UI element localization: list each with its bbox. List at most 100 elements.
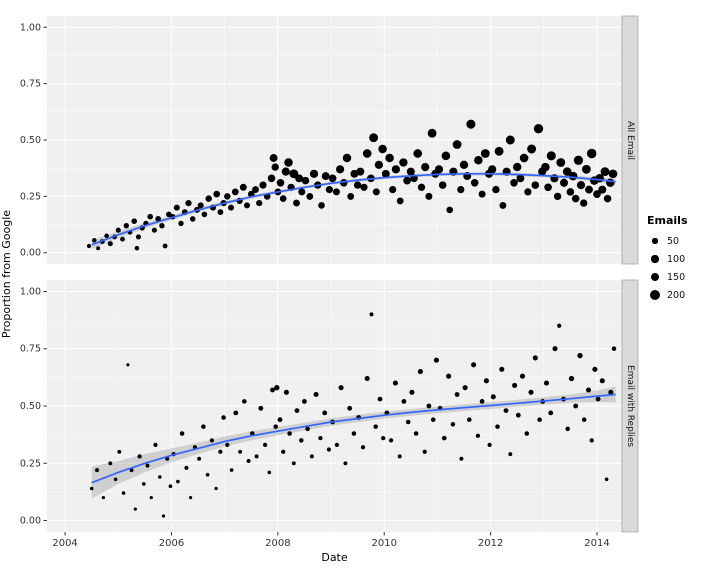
data-point — [405, 419, 411, 425]
data-point — [351, 431, 357, 436]
x-tick-label: 2004 — [52, 538, 77, 549]
data-point — [92, 238, 97, 243]
data-point — [270, 387, 275, 393]
data-point — [267, 470, 272, 475]
y-tick-label: 0.75 — [20, 344, 41, 355]
data-point — [267, 174, 276, 183]
data-point — [117, 449, 122, 454]
facet-strip-background — [621, 279, 639, 533]
data-point — [479, 398, 485, 404]
data-point — [347, 405, 353, 411]
data-point — [326, 447, 332, 452]
data-point — [305, 426, 310, 432]
legend-size-dot — [650, 272, 660, 282]
data-point — [318, 435, 323, 441]
data-point — [168, 484, 173, 489]
data-point — [158, 475, 162, 479]
data-point — [135, 234, 142, 240]
data-point — [137, 454, 142, 459]
x-axis: 2004 2006 2008 2010 2012 2014 — [52, 532, 610, 549]
y-tick-label: 1.00 — [20, 22, 41, 33]
data-point — [325, 186, 333, 194]
data-point — [593, 190, 601, 198]
data-point — [528, 389, 534, 395]
data-point — [201, 211, 208, 218]
data-point — [454, 392, 460, 397]
data-point — [557, 323, 562, 328]
data-point — [179, 431, 185, 436]
data-point — [276, 179, 285, 187]
data-point — [396, 197, 404, 205]
data-point — [214, 486, 218, 491]
data-point — [205, 195, 212, 202]
data-point — [159, 223, 165, 229]
data-point — [442, 435, 447, 441]
data-point — [173, 204, 180, 211]
data-point — [586, 148, 597, 159]
data-point — [224, 193, 231, 200]
data-point — [259, 181, 267, 189]
data-point — [425, 192, 433, 200]
data-point — [519, 373, 526, 379]
data-point — [406, 167, 415, 176]
data-point — [369, 133, 379, 143]
data-point — [426, 403, 432, 409]
data-point — [513, 162, 522, 172]
data-point — [321, 172, 330, 181]
data-point — [422, 449, 427, 454]
data-point — [556, 158, 566, 167]
data-point — [499, 366, 505, 372]
data-point — [353, 181, 362, 189]
data-point — [427, 128, 437, 138]
data-point — [505, 135, 515, 145]
data-point — [134, 245, 140, 251]
data-point — [334, 442, 340, 448]
data-point — [184, 465, 189, 470]
data-point — [434, 165, 444, 174]
data-point — [273, 424, 278, 429]
panel-email-with-replies: 0.00 0.25 0.50 0.75 1.00 — [20, 279, 639, 533]
facet-strip-email-with-replies: Email with Replies — [622, 280, 638, 532]
data-point — [277, 417, 283, 423]
data-point — [225, 442, 230, 448]
data-point — [524, 431, 530, 436]
data-point — [188, 495, 193, 500]
data-point — [360, 445, 366, 450]
data-point — [95, 468, 99, 473]
data-point — [585, 185, 593, 194]
data-point — [221, 415, 226, 420]
data-point — [403, 176, 411, 185]
data-point — [161, 514, 166, 518]
data-point — [364, 375, 370, 382]
y-axis: 0.00 0.25 0.50 0.75 1.00 — [20, 286, 47, 527]
data-point — [126, 363, 130, 367]
data-point — [233, 410, 239, 416]
data-point — [452, 140, 462, 149]
facet-strip-email-with-replies-label: Email with Replies — [625, 364, 635, 448]
data-point — [369, 312, 374, 317]
data-point — [531, 181, 540, 189]
x-axis-title: Date — [321, 551, 348, 564]
x-tick-label: 2014 — [584, 538, 609, 549]
smooth-line — [91, 172, 616, 246]
data-point — [89, 486, 94, 491]
data-point — [503, 408, 509, 414]
legend-key — [647, 233, 663, 249]
data-point — [537, 417, 542, 422]
data-point — [430, 417, 436, 422]
y-tick-label: 0.75 — [20, 79, 41, 90]
data-point — [209, 438, 215, 443]
data-point — [548, 410, 554, 416]
data-point — [553, 192, 562, 201]
data-point — [336, 165, 345, 174]
y-tick-label: 0.00 — [20, 516, 41, 527]
legend-size-dot — [652, 238, 658, 244]
grid-major — [47, 16, 622, 264]
data-point — [377, 396, 383, 402]
data-point — [573, 155, 584, 165]
data-point — [293, 199, 300, 207]
data-point — [487, 442, 492, 448]
y-tick-label: 0.50 — [20, 135, 41, 146]
data-point — [121, 491, 126, 495]
data-point — [313, 391, 319, 398]
